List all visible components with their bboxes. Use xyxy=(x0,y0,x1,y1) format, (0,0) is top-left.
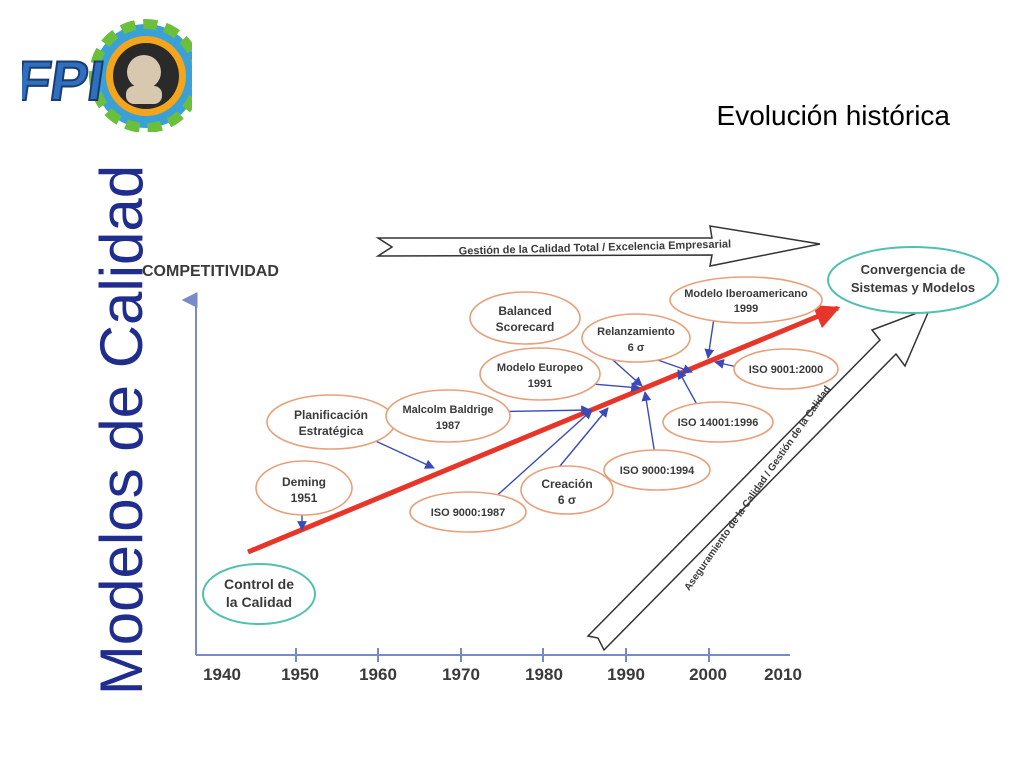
balanced-label: Balanced xyxy=(498,304,551,318)
balanced-label: Scorecard xyxy=(496,320,555,334)
x-tick-label: 1990 xyxy=(607,665,645,684)
iberoamericano-label: 1999 xyxy=(734,303,758,315)
iso9000-1994-label: ISO 9000:1994 xyxy=(620,465,695,477)
creacion-label: Creación xyxy=(541,477,592,491)
creacion-label: 6 σ xyxy=(558,493,576,507)
control-label: la Calidad xyxy=(226,594,292,610)
slide-subtitle: Evolución histórica xyxy=(716,100,950,131)
relanzamiento-label: Relanzamiento xyxy=(597,326,675,338)
logo-text: FPI xyxy=(22,49,108,112)
iberoamericano-label: Modelo Iberoamericano xyxy=(684,288,808,300)
diagonal-banner-arrow xyxy=(586,306,932,652)
convergencia-label: Convergencia de xyxy=(861,262,966,277)
convergencia-label: Sistemas y Modelos xyxy=(851,280,975,295)
fpi-logo: FPI xyxy=(22,19,192,132)
planificacion-label: Estratégica xyxy=(299,424,364,438)
relanzamiento-label: 6 σ xyxy=(628,342,645,354)
x-tick-label: 1940 xyxy=(203,665,241,684)
top-banner-arrow xyxy=(375,225,821,267)
deming-label: 1951 xyxy=(291,491,318,505)
control-label: Control de xyxy=(224,576,294,592)
iso9001-2000-label: ISO 9001:2000 xyxy=(749,364,824,376)
gear-icon xyxy=(89,19,192,132)
trend-arrow xyxy=(247,305,841,555)
x-axis-ticks xyxy=(295,648,710,662)
x-tick-label: 1950 xyxy=(281,665,319,684)
x-tick-label: 2000 xyxy=(689,665,727,684)
x-tick-label: 1960 xyxy=(359,665,397,684)
europeo-label: 1991 xyxy=(528,378,552,390)
baldrige-label: 1987 xyxy=(436,420,460,432)
planificacion-label: Planificación xyxy=(294,408,368,422)
highlight-ellipses xyxy=(202,246,999,625)
iso14001-label: ISO 14001:1996 xyxy=(678,417,759,429)
baldrige-label: Malcolm Baldrige xyxy=(402,404,493,416)
x-tick-label: 2010 xyxy=(764,665,802,684)
deming-label: Deming xyxy=(282,475,326,489)
x-tick-label: 1980 xyxy=(525,665,563,684)
iso9000-1987-label: ISO 9000:1987 xyxy=(431,507,506,519)
milestone-ellipses xyxy=(255,276,839,533)
x-tick-label: 1970 xyxy=(442,665,480,684)
y-axis-label: COMPETITIVIDAD xyxy=(142,263,279,280)
europeo-label: Modelo Europeo xyxy=(497,362,583,374)
